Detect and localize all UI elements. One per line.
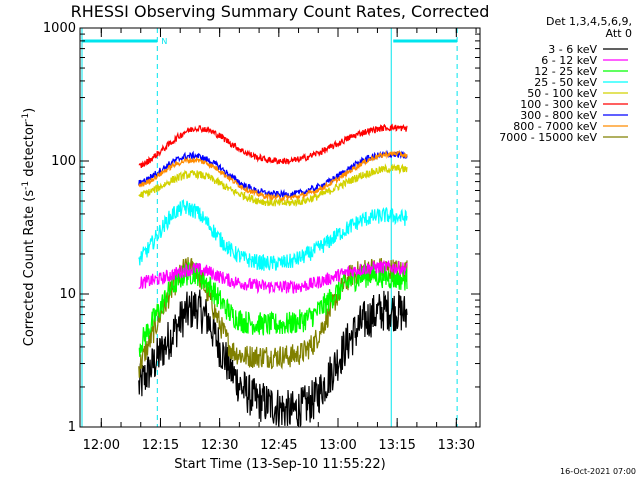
- y-tick-label: 10: [59, 287, 76, 302]
- x-tick-label: 12:15: [142, 438, 179, 453]
- y-axis-label-end: ): [22, 108, 37, 113]
- y-tick-label: 100: [51, 154, 76, 169]
- series-lines: [138, 123, 408, 428]
- series-line: [138, 123, 408, 168]
- y-axis-label-sup1: -1: [21, 181, 31, 190]
- x-tick-label: 13:30: [438, 438, 475, 453]
- flag-label: N: [161, 37, 167, 46]
- series-line: [138, 150, 408, 202]
- axes: 12:00 12:15 12:30 12:45 13:00 13:15 13:30 1 10 10…: [43, 21, 480, 453]
- plot-frame: [79, 27, 481, 428]
- y-axis-label-mid: detector: [22, 121, 37, 181]
- legend-header-2: Att 0: [606, 27, 632, 40]
- x-tick-label: 12:00: [83, 438, 120, 453]
- x-tick-label: 13:15: [378, 438, 415, 453]
- series-line: [138, 163, 408, 208]
- legend-label: 7000 - 15000 keV: [499, 131, 597, 144]
- y-tick-label: 1: [68, 420, 76, 435]
- legend-label: 300 - 800 keV: [520, 109, 597, 122]
- series-line: [138, 260, 408, 295]
- legend-header-1: Det 1,3,4,5,6,9,: [546, 15, 632, 28]
- chart-title: RHESSI Observing Summary Count Rates, Co…: [71, 2, 490, 21]
- legend-label: 3 - 6 keV: [548, 43, 597, 56]
- x-tick-label: 13:00: [319, 438, 356, 453]
- y-axis-label-sup2: -1: [21, 113, 31, 122]
- legend-label: 800 - 7000 keV: [513, 120, 597, 133]
- y-tick-label: 1000: [43, 21, 76, 36]
- spacecraft-night-markers: N: [81, 28, 458, 427]
- x-tick-label: 12:30: [201, 438, 238, 453]
- legend-label: 50 - 100 keV: [527, 87, 597, 100]
- series-line: [138, 261, 408, 357]
- x-axis-label: Start Time (13-Sep-10 11:55:22): [174, 457, 385, 472]
- legend-label: 100 - 300 keV: [520, 98, 597, 111]
- series-line: [138, 289, 408, 428]
- x-tick-label: 12:45: [260, 438, 297, 453]
- series-line: [138, 198, 408, 271]
- y-axis-label: Corrected Count Rate (s-1 detector-1): [21, 108, 37, 346]
- generation-timestamp: 16-Oct-2021 07:00: [560, 467, 636, 476]
- y-axis-label-main: Corrected Count Rate (s: [22, 190, 37, 347]
- legend-label: 6 - 12 keV: [541, 54, 597, 67]
- legend-label: 12 - 25 keV: [534, 65, 597, 78]
- legend-label: 25 - 50 keV: [534, 76, 597, 89]
